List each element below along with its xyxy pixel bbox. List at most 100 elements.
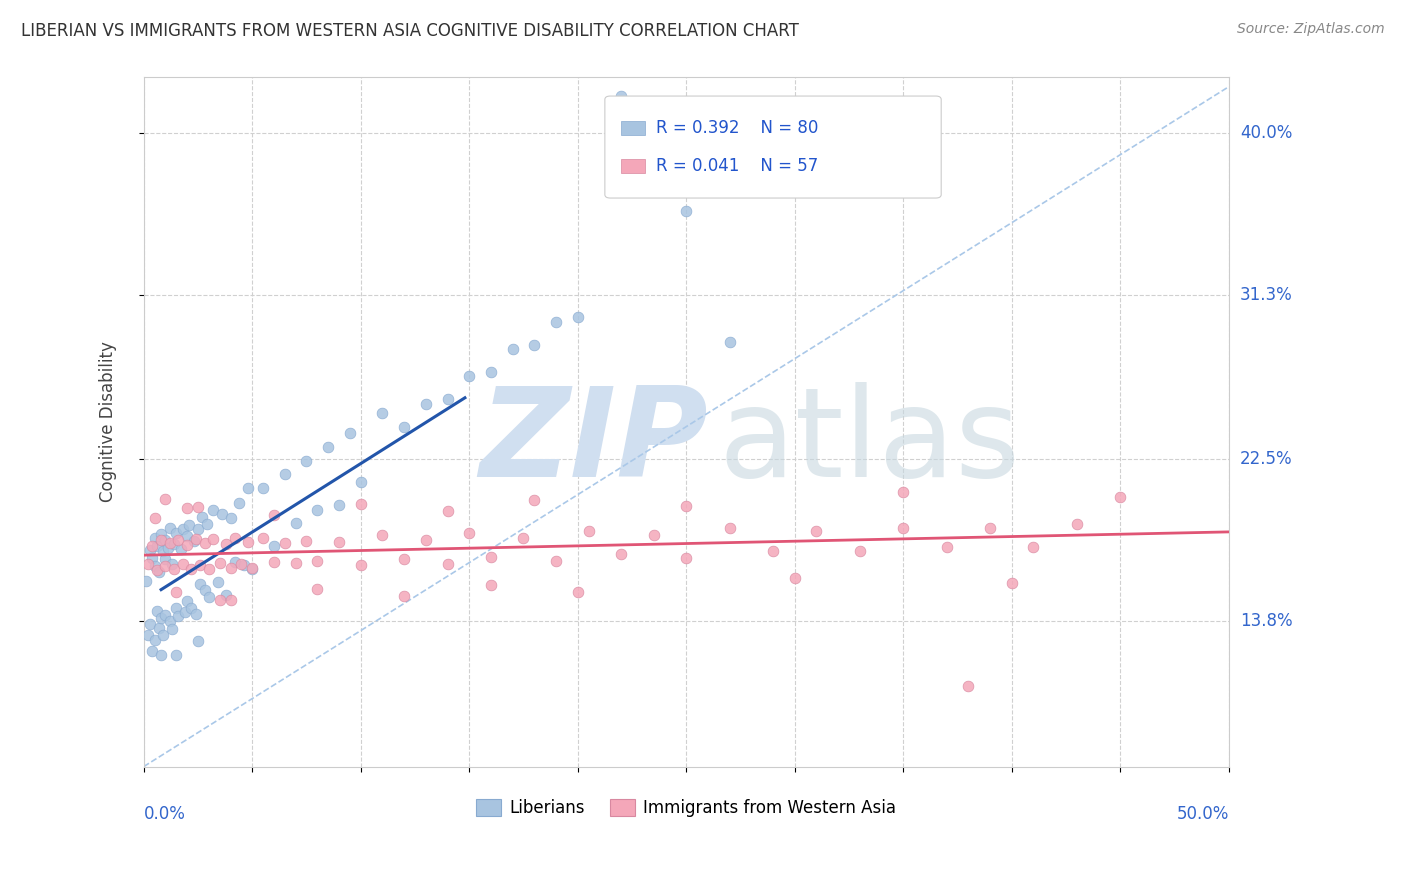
Y-axis label: Cognitive Disability: Cognitive Disability — [100, 342, 117, 502]
Point — [215, 588, 238, 602]
Point — [935, 541, 957, 555]
Point — [148, 566, 170, 580]
Point — [643, 528, 665, 542]
Point — [567, 585, 589, 599]
Point — [165, 648, 187, 662]
Point — [675, 204, 697, 219]
Point — [207, 574, 229, 589]
Point — [263, 555, 285, 569]
Point — [610, 89, 633, 103]
Legend: Liberians, Immigrants from Western Asia: Liberians, Immigrants from Western Asia — [470, 792, 903, 823]
Point — [176, 529, 198, 543]
Point — [224, 531, 246, 545]
Point — [143, 558, 166, 573]
Point — [307, 582, 329, 596]
Point — [957, 680, 980, 694]
Point — [436, 504, 458, 518]
Point — [371, 528, 394, 542]
Point — [143, 633, 166, 648]
Point — [152, 544, 174, 558]
Point — [180, 600, 202, 615]
Point — [240, 562, 263, 576]
Point — [163, 537, 186, 551]
Point — [350, 558, 373, 573]
Point — [350, 475, 373, 490]
Point — [187, 633, 209, 648]
Point — [155, 552, 177, 566]
Point — [274, 536, 297, 550]
Point — [392, 589, 415, 603]
Point — [523, 337, 546, 351]
Point — [252, 481, 274, 495]
Point — [159, 536, 181, 550]
Point — [231, 558, 253, 572]
Point — [718, 521, 741, 535]
Point — [891, 485, 914, 500]
Point — [169, 542, 191, 557]
Point — [145, 563, 167, 577]
Point — [436, 557, 458, 571]
Point — [415, 533, 437, 547]
Point — [176, 594, 198, 608]
Point — [163, 562, 186, 576]
Point — [316, 440, 339, 454]
Point — [152, 628, 174, 642]
Point — [155, 491, 177, 506]
Point — [458, 369, 481, 384]
Point — [219, 511, 242, 525]
Point — [180, 562, 202, 576]
Point — [160, 623, 183, 637]
Point — [339, 426, 361, 441]
Point — [1109, 490, 1132, 504]
Point — [675, 551, 697, 566]
Point — [849, 544, 872, 558]
Point — [252, 531, 274, 545]
Point — [544, 554, 567, 568]
Point — [1001, 576, 1024, 591]
Text: atlas: atlas — [718, 382, 1021, 503]
Point — [675, 500, 697, 514]
Point — [141, 539, 163, 553]
Point — [198, 562, 221, 576]
Point — [183, 534, 205, 549]
Point — [160, 557, 183, 571]
Point — [141, 644, 163, 658]
Point — [979, 521, 1001, 535]
Text: LIBERIAN VS IMMIGRANTS FROM WESTERN ASIA COGNITIVE DISABILITY CORRELATION CHART: LIBERIAN VS IMMIGRANTS FROM WESTERN ASIA… — [21, 22, 799, 40]
Point — [150, 533, 173, 547]
Point — [567, 310, 589, 325]
Text: Source: ZipAtlas.com: Source: ZipAtlas.com — [1237, 22, 1385, 37]
Point — [236, 534, 259, 549]
Point — [240, 560, 263, 574]
Point — [202, 532, 225, 546]
Point — [502, 342, 524, 356]
Point — [167, 533, 190, 547]
Point — [191, 510, 214, 524]
Point — [415, 397, 437, 411]
Text: 50.0%: 50.0% — [1177, 805, 1229, 823]
Point — [228, 496, 250, 510]
Point — [139, 542, 162, 557]
Point — [284, 556, 307, 570]
Point — [148, 621, 170, 635]
Point — [165, 584, 187, 599]
Text: 40.0%: 40.0% — [1240, 124, 1292, 143]
Point — [188, 558, 211, 573]
Point — [783, 571, 806, 585]
Point — [284, 516, 307, 531]
Point — [188, 576, 211, 591]
Point — [436, 392, 458, 407]
Point — [1022, 541, 1045, 555]
Point — [610, 547, 633, 561]
Point — [159, 521, 181, 535]
Point — [156, 541, 179, 556]
Point — [172, 557, 194, 571]
Point — [891, 521, 914, 535]
Point — [479, 578, 502, 592]
Point — [295, 453, 318, 467]
Text: 31.3%: 31.3% — [1240, 286, 1292, 304]
Point — [150, 648, 173, 662]
Point — [392, 552, 415, 566]
FancyBboxPatch shape — [621, 121, 645, 135]
Point — [232, 558, 254, 573]
